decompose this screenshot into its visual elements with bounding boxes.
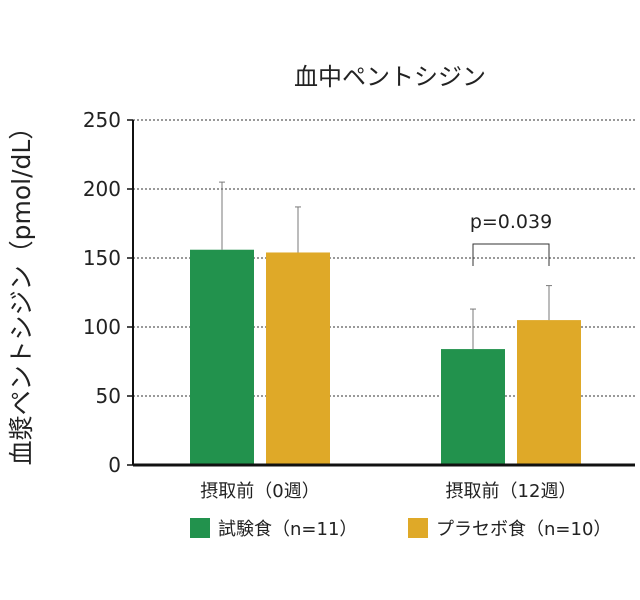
legend: 試験食（n=11） プラセボ食（n=10） [190,518,611,540]
category-labels: 摂取前（0週） 摂取前（12週） [200,481,576,502]
y-tick-label: 100 [83,315,121,339]
legend-label: 試験食（n=11） [218,519,357,540]
chart-title: 血中ペントシジン [294,63,486,91]
y-axis-ticks: 0 50 100 150 200 250 [83,108,133,477]
bar [190,249,254,465]
bar [266,252,330,465]
bar [441,349,505,465]
significance-bracket [472,243,550,266]
y-tick-label: 200 [83,177,121,201]
y-tick-label: 0 [108,453,121,477]
category-label: 摂取前（0週） [200,481,319,502]
legend-swatch [408,518,428,538]
bar [517,320,581,465]
significance-annotation: p=0.039 [470,211,552,266]
y-tick-label: 50 [96,384,121,408]
y-tick-label: 150 [83,246,121,270]
legend-swatch [190,518,210,538]
y-axis-title: 血漿ペントシジン（pmol/dL） [7,115,36,466]
legend-label: プラセボ食（n=10） [436,519,611,540]
bars [190,249,581,465]
y-tick-label: 250 [83,108,121,132]
p-value-label: p=0.039 [470,211,552,233]
axes [132,120,635,467]
error-bars [219,181,552,350]
category-label: 摂取前（12週） [446,481,577,502]
